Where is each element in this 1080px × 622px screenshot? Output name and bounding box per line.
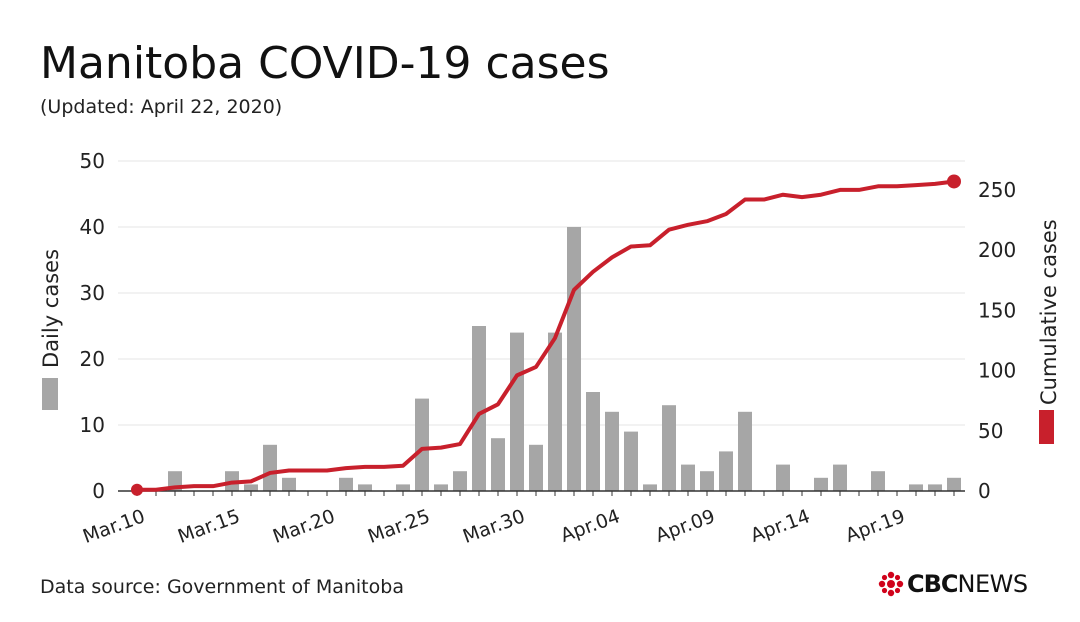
bar xyxy=(263,444,277,491)
bar xyxy=(491,438,505,491)
bar xyxy=(434,484,448,491)
legend-swatch-cumulative xyxy=(1039,410,1054,444)
y-left-tick-label: 40 xyxy=(80,215,105,239)
bar xyxy=(662,405,676,491)
gridlines xyxy=(118,160,965,426)
y-axis-right: 0 50 100 150 200 250 xyxy=(978,178,1016,503)
x-tick-label: Mar.10 xyxy=(80,505,148,548)
chart-subtitle: (Updated: April 22, 2020) xyxy=(40,96,283,118)
legend: Daily cases Cumulative cases xyxy=(39,219,1061,444)
bar xyxy=(339,477,353,491)
bar xyxy=(358,484,372,491)
bar xyxy=(510,332,524,491)
y-left-tick-label: 0 xyxy=(92,479,105,503)
bar xyxy=(529,444,543,491)
bar xyxy=(681,464,695,491)
y-axis-left: 0 10 20 30 40 50 xyxy=(80,149,105,503)
bar xyxy=(282,477,296,491)
line-start-point xyxy=(131,483,143,496)
bar xyxy=(700,471,714,491)
bar xyxy=(624,431,638,491)
y-right-tick-label: 50 xyxy=(978,419,1003,443)
cbc-gem-icon xyxy=(878,571,904,597)
line-series-cumulative xyxy=(131,174,961,496)
x-tick-label: Apr.04 xyxy=(558,505,623,547)
y-right-tick-label: 200 xyxy=(978,238,1016,262)
y-left-tick-label: 20 xyxy=(80,347,105,371)
y-left-tick-label: 10 xyxy=(80,413,105,437)
x-tick-label: Apr.09 xyxy=(653,505,718,547)
logo-text-news: NEWS xyxy=(957,570,1029,598)
bar xyxy=(833,464,847,491)
data-source-note: Data source: Government of Manitoba xyxy=(40,576,404,598)
y-right-tick-label: 100 xyxy=(978,359,1016,383)
bar xyxy=(719,451,733,491)
bar-series-daily xyxy=(168,227,961,491)
bar xyxy=(244,484,258,491)
legend-swatch-daily xyxy=(42,378,58,410)
logo-text-cbc: CBC xyxy=(907,570,959,598)
x-tick-label: Mar.30 xyxy=(460,505,528,548)
bar xyxy=(738,411,752,491)
x-tick-label: Mar.15 xyxy=(175,505,243,548)
y-right-tick-label: 0 xyxy=(978,479,991,503)
bar xyxy=(909,484,923,491)
x-tick-label: Apr.14 xyxy=(748,505,813,547)
bar xyxy=(814,477,828,491)
bar xyxy=(947,477,961,491)
x-tick-label: Mar.25 xyxy=(365,505,433,548)
cbc-news-logo[interactable]: CBC NEWS xyxy=(878,570,1028,598)
y-right-tick-label: 250 xyxy=(978,178,1016,202)
bar xyxy=(548,332,562,491)
bar xyxy=(643,484,657,491)
y-left-axis-title: Daily cases xyxy=(39,249,63,368)
x-axis: Mar.10 Mar.15 Mar.20 Mar.25 Mar.30 Apr.04 Apr.… xyxy=(80,490,965,548)
bar xyxy=(586,392,600,491)
bar xyxy=(605,411,619,491)
bar xyxy=(472,326,486,491)
x-tick-label: Apr.19 xyxy=(843,505,908,547)
bar xyxy=(871,471,885,491)
x-tick-label: Mar.20 xyxy=(270,505,338,548)
bar xyxy=(567,227,581,491)
y-right-tick-label: 150 xyxy=(978,298,1016,322)
bar xyxy=(776,464,790,491)
line-end-point xyxy=(947,174,961,189)
bar xyxy=(396,484,410,491)
y-left-tick-label: 50 xyxy=(80,149,105,173)
y-right-axis-title: Cumulative cases xyxy=(1037,219,1061,405)
cumulative-line xyxy=(135,179,956,492)
bar xyxy=(415,398,429,491)
y-left-tick-label: 30 xyxy=(80,281,105,305)
bar xyxy=(928,484,942,491)
chart-title: Manitoba COVID-19 cases xyxy=(40,38,610,89)
bar xyxy=(453,471,467,491)
